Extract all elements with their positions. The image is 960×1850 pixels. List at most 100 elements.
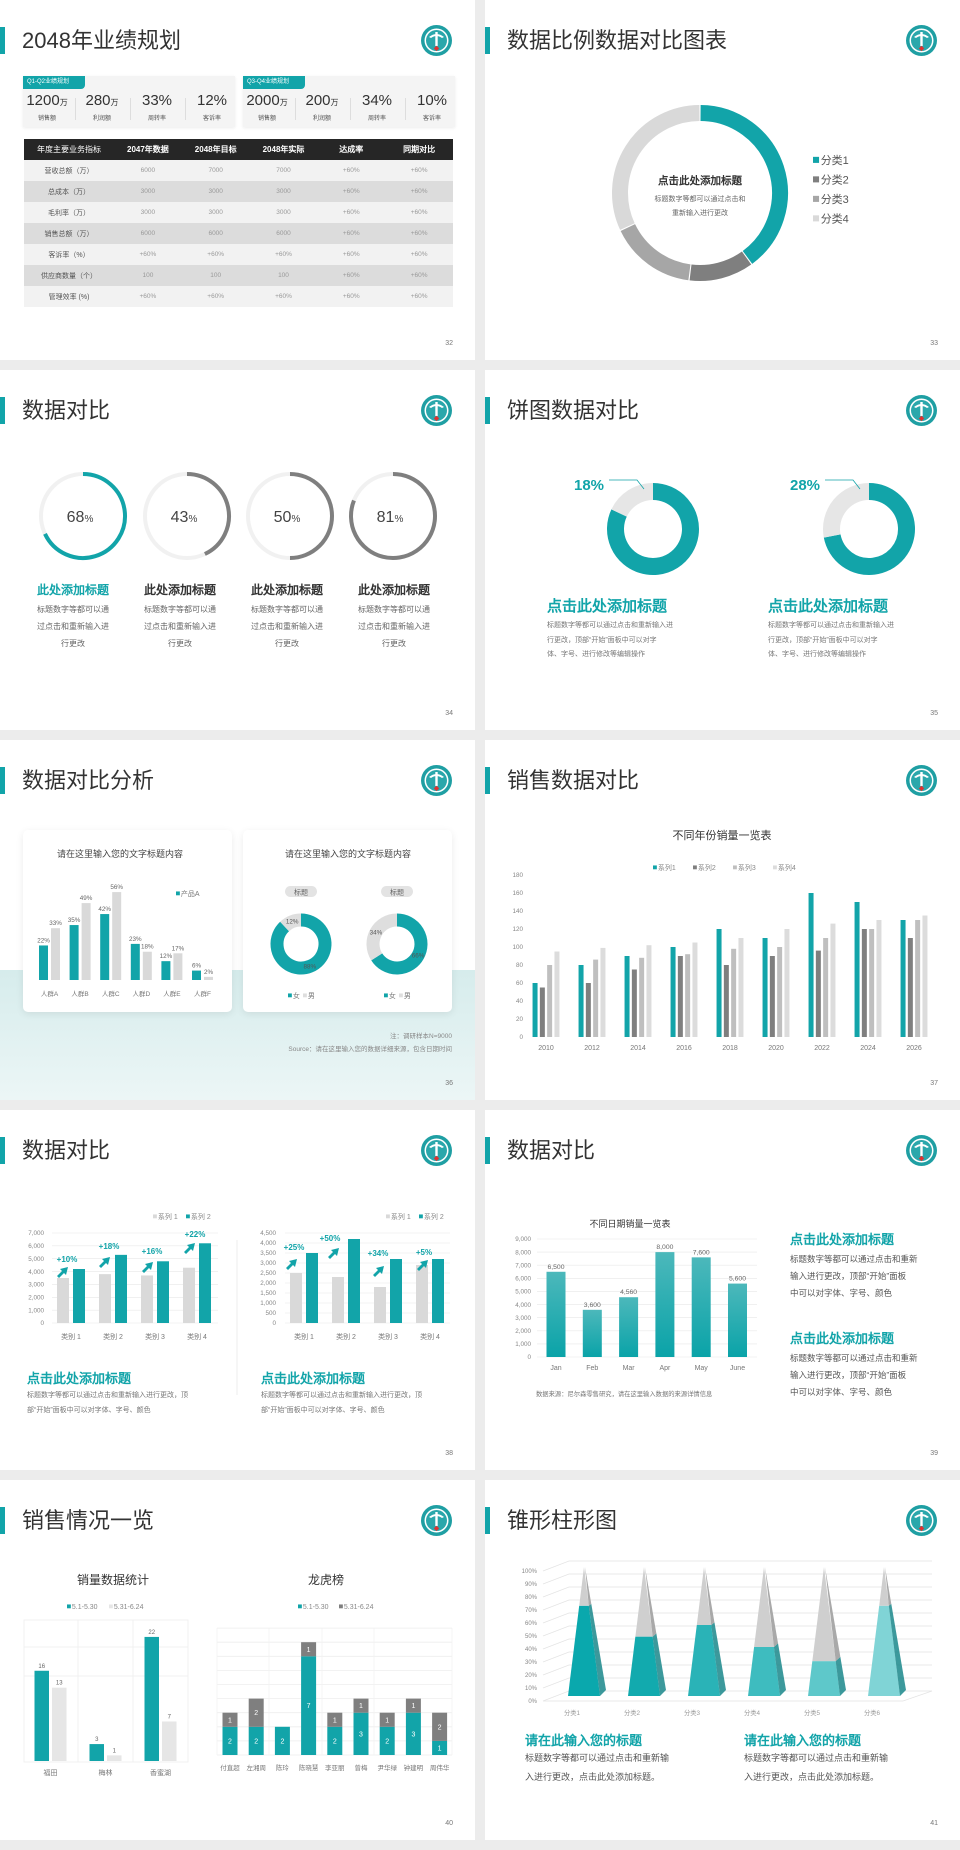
slide-37: 销售数据对比 37 不同年份销量一览表 系列1 系列2 系列3 系列4 0 20 40 60 80 10…	[485, 740, 960, 1100]
donut-segment	[371, 913, 428, 975]
kpi-label: 客诉率	[422, 116, 441, 122]
stacked-bar-segment	[222, 1726, 238, 1755]
legend-swatch	[653, 865, 657, 870]
bar	[192, 970, 201, 980]
kpi-label: 利润额	[312, 116, 331, 122]
data-label: 88%	[304, 963, 317, 970]
y-tick-label: 100	[512, 944, 523, 951]
bar	[578, 965, 584, 1037]
y-tick-label: 4,000	[260, 1240, 276, 1247]
item-description: 标题数字等都可以通过点击和重新输入进行更改，顶	[27, 1392, 188, 1399]
category-label: 陈晓慧	[299, 1763, 319, 1772]
cone-side	[835, 1656, 846, 1696]
tag-pill	[381, 886, 413, 897]
item-title: 此处添加标题	[144, 582, 217, 597]
logo-icon	[906, 25, 937, 56]
bar	[374, 1287, 386, 1323]
y-tick-label: 5,000	[28, 1256, 44, 1263]
slide-39: 数据对比 39 不同日期销量一览表 0 1,000 2,000 3,000 4,000 5,00…	[485, 1110, 960, 1470]
category-label: 类别 1	[61, 1332, 81, 1341]
item-description: 输入进行更改，顶部“开始”面板	[790, 1370, 907, 1380]
kpi-value: 1200万	[19, 92, 75, 109]
y-tick-label: 50%	[525, 1634, 538, 1640]
table-cell: +60%	[410, 293, 428, 300]
category-label: 2020	[768, 1045, 784, 1052]
page-number: 40	[445, 1820, 453, 1827]
kpi-panel-tag: Q3-Q4业绩规划	[243, 76, 305, 89]
category-label: 人群D	[132, 989, 150, 998]
bar	[728, 1283, 747, 1357]
bar	[585, 983, 591, 1037]
row-label: 销售总额（万）	[44, 230, 94, 238]
cone-value	[568, 1605, 600, 1696]
cone-value	[868, 1605, 900, 1696]
data-label: 1	[438, 1745, 442, 1752]
data-label: 6%	[192, 963, 202, 970]
slide-32: 2048年业绩规划 32 Q1-Q2业绩规划 1200万 销售额 280万 利润额 33% 周转…	[0, 0, 475, 360]
item-title: 请在此输入您的标题	[744, 1733, 862, 1748]
bar	[157, 1261, 169, 1323]
category-label: 2022	[814, 1045, 830, 1052]
center-description: 重新输入进行更改	[672, 208, 728, 217]
table-cell: 3000	[208, 188, 223, 195]
kpi-label: 销售额	[37, 116, 56, 122]
kpi-label: 客诉率	[202, 116, 221, 122]
data-label: 16	[38, 1664, 45, 1670]
kpi-value: 280万	[74, 92, 130, 109]
stacked-bar-segment	[432, 1712, 448, 1741]
data-label: 3	[411, 1731, 415, 1738]
plot-frame	[23, 1619, 189, 1763]
table-cell: +60%	[410, 230, 428, 237]
slide-title: 锥形柱形图	[507, 1508, 618, 1533]
column-header: 2048年实际	[249, 139, 318, 160]
page-number: 32	[445, 340, 453, 347]
category-label: 2018	[722, 1045, 738, 1052]
table-cell: 7000	[276, 167, 291, 174]
table-row: 供应商数量（个） 100 100 100 +60% +60%	[24, 265, 453, 286]
table-cell: 3000	[208, 209, 223, 216]
growth-label: +22%	[185, 1230, 206, 1239]
y-tick-label: 2,500	[260, 1270, 276, 1277]
growth-arrow-icon	[286, 1259, 297, 1270]
y-tick-label: 80%	[525, 1595, 538, 1601]
bar	[808, 893, 814, 1037]
cone-side	[652, 1633, 666, 1696]
growth-arrow-icon	[373, 1266, 384, 1277]
kpi-value: 10%	[404, 92, 460, 109]
percent-number: 81	[377, 509, 395, 526]
item-description: 输入进行更改，顶部“开始”面板	[790, 1271, 907, 1281]
gridline	[542, 1625, 932, 1637]
y-tick-label: 4,000	[515, 1302, 531, 1309]
category-label: 梅林	[99, 1768, 113, 1777]
data-label: 18%	[141, 944, 154, 951]
donut-segment	[612, 105, 700, 230]
legend-swatch	[303, 993, 307, 998]
data-label: 49%	[80, 895, 93, 902]
kpi-number: 33%	[141, 92, 173, 109]
row-label: 营收总额（万）	[44, 167, 94, 175]
stacked-bar-segment	[353, 1712, 369, 1755]
bar	[547, 965, 553, 1037]
bar	[593, 959, 599, 1037]
legend-swatch	[813, 176, 820, 183]
bar	[624, 956, 630, 1037]
legend-label: 分类2	[821, 173, 849, 187]
bar	[600, 947, 606, 1037]
table-cell: +60%	[275, 293, 292, 300]
stacked-bar-segment	[327, 1712, 343, 1727]
bar	[173, 953, 183, 980]
chart-canvas: 0 1,000 2,000 3,000 4,000 5,000 6,000 7,000 类别 1…	[28, 1212, 450, 1395]
bar	[348, 1239, 360, 1323]
category-label: 类别 4	[420, 1332, 440, 1341]
data-label: 2	[280, 1738, 284, 1745]
category-label: 福田	[44, 1768, 58, 1777]
legend-label: 分类4	[821, 212, 849, 226]
leader-line	[825, 479, 861, 490]
bar	[204, 976, 213, 980]
category-label: 人群A	[41, 989, 59, 998]
item-description: 行更改	[382, 638, 406, 648]
donut-chart-card	[243, 830, 452, 1012]
bar	[390, 1259, 402, 1323]
row-label: 供应商数量（个）	[41, 272, 97, 280]
item-title: 点击此处添加标题	[768, 598, 889, 615]
